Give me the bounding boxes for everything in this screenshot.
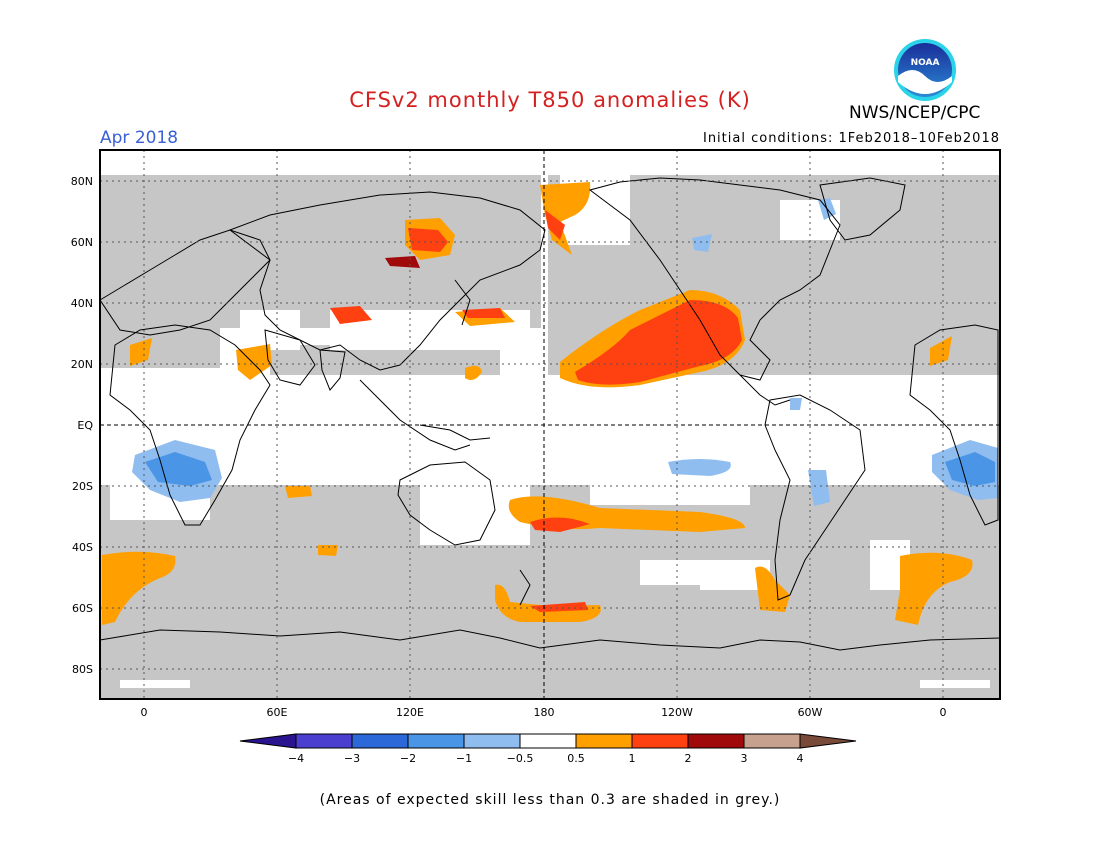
map-title: CFSv2 monthly T850 anomalies (K): [349, 88, 751, 112]
anomaly-patch: [318, 545, 338, 556]
lat-label: 40S: [72, 541, 93, 554]
colorbar-segment: [463, 733, 521, 749]
anomaly-patch: [895, 552, 973, 625]
lat-label: EQ: [77, 419, 93, 432]
lon-label: 0: [141, 706, 148, 719]
neutral-areas: [100, 175, 1000, 688]
colorbar-segment: [631, 733, 689, 749]
anomaly-patch: [945, 452, 995, 486]
anomaly-patch: [408, 228, 448, 252]
lat-label: 20S: [72, 480, 93, 493]
colorbar-label: −2: [400, 752, 416, 765]
reference-lines: [100, 150, 1000, 699]
colorbar-segment: [575, 733, 633, 749]
colorbar-segment: [687, 733, 745, 749]
lon-label: 60E: [267, 706, 288, 719]
lon-label: 180: [534, 706, 555, 719]
anomaly-patch: [385, 256, 420, 268]
colorbar-segment: [351, 733, 409, 749]
lon-label: 120E: [396, 706, 424, 719]
anomaly-patch: [130, 338, 152, 366]
anomaly-patch: [465, 365, 482, 380]
anomaly-patch: [530, 602, 588, 612]
map-frame: [99, 149, 1001, 700]
anomaly-patch: [495, 584, 601, 622]
lat-label: 80S: [72, 663, 93, 676]
colorbar-label: 0.5: [567, 752, 585, 765]
grid-lines: [100, 150, 1000, 699]
anomaly-patch: [755, 566, 790, 612]
lat-label: 20N: [71, 358, 93, 371]
cold-anomalies: [132, 198, 998, 506]
anomaly-patch: [668, 459, 731, 476]
anomaly-patch: [808, 470, 830, 506]
lat-label: 40N: [71, 297, 93, 310]
warm-anomalies: [102, 182, 973, 625]
anomaly-patch: [102, 551, 176, 625]
colorbar-label: 2: [685, 752, 692, 765]
colorbar-label: −1: [456, 752, 472, 765]
lon-label: 0: [940, 706, 947, 719]
anomaly-patch: [545, 210, 565, 240]
anomaly-patch: [530, 517, 590, 532]
anomaly-patch: [285, 486, 312, 498]
colorbar-label: −3: [344, 752, 360, 765]
lat-label: 60N: [71, 236, 93, 249]
anomaly-patch: [540, 182, 591, 255]
anomaly-patch: [692, 234, 712, 252]
agency-label: NWS/NCEP/CPC: [849, 103, 981, 123]
lat-label: 80N: [71, 175, 93, 188]
anomaly-patch: [145, 452, 212, 486]
colorbar-label: −0.5: [507, 752, 534, 765]
anomaly-patch: [462, 308, 505, 318]
lon-label: 120W: [661, 706, 693, 719]
colorbar: [239, 733, 857, 749]
noaa-logo-icon: NOAA: [894, 39, 956, 101]
footnote: (Areas of expected skill less than 0.3 a…: [319, 792, 781, 808]
colorbar-label: 3: [741, 752, 748, 765]
forecast-period: Apr 2018: [100, 128, 179, 148]
colorbar-segment: [239, 733, 297, 749]
logo-text: NOAA: [911, 58, 940, 68]
lat-label: 60S: [72, 602, 93, 615]
colorbar-segment: [743, 733, 801, 749]
anomaly-patch: [930, 336, 952, 366]
colorbar-label: 4: [797, 752, 804, 765]
colorbar-segment: [295, 733, 353, 749]
anomaly-patch: [236, 344, 272, 380]
lon-label: 60W: [798, 706, 823, 719]
colorbar-label: −4: [288, 752, 304, 765]
colorbar-segment: [519, 733, 577, 749]
grey-low-skill-areas: [100, 175, 1000, 699]
anomaly-patch: [790, 398, 802, 410]
colorbar-segment: [799, 733, 857, 749]
coastlines: [99, 177, 1001, 651]
colorbar-label: 1: [629, 752, 636, 765]
anomaly-patch: [330, 306, 372, 324]
colorbar-segment: [407, 733, 465, 749]
initial-conditions: Initial conditions: 1Feb2018–10Feb2018: [702, 131, 1000, 146]
